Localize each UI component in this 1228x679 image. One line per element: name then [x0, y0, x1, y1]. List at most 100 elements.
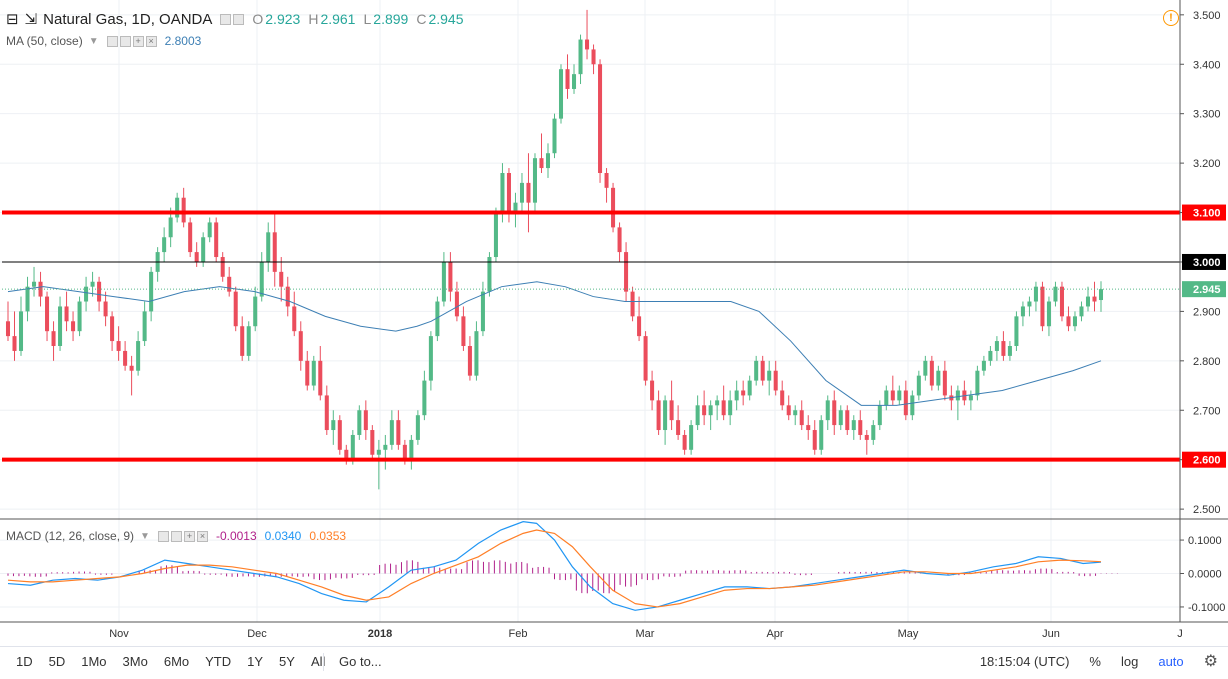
log-toggle[interactable]: log: [1120, 653, 1139, 669]
candle-body: [500, 173, 505, 213]
candle-body: [12, 336, 17, 351]
last-price-label: 2.945: [1193, 284, 1221, 296]
ma-eye-icon[interactable]: [106, 35, 118, 47]
candle: [90, 271, 95, 297]
candle: [45, 291, 50, 342]
candle-body: [1072, 316, 1077, 327]
eye-icon[interactable]: [233, 13, 245, 25]
candle-body: [897, 390, 902, 401]
settings-icon[interactable]: [220, 13, 232, 25]
macd-caret-icon[interactable]: ▼: [140, 530, 150, 542]
candle: [832, 390, 837, 435]
candle: [558, 64, 564, 124]
candle: [1053, 281, 1058, 307]
candle-body: [767, 370, 772, 381]
ma-close-icon[interactable]: ×: [145, 35, 157, 47]
candle-body: [1001, 341, 1006, 356]
symbol-title[interactable]: Natural Gas, 1D, OANDA: [43, 10, 213, 28]
ma-settings-icon[interactable]: [119, 35, 131, 47]
candle-body: [637, 316, 642, 337]
goto-button[interactable]: Go to...: [339, 653, 382, 669]
candle-body: [5, 321, 11, 337]
candle-body: [695, 405, 700, 426]
ma-tools[interactable]: + ×: [106, 35, 157, 47]
range-1y[interactable]: 1Y: [247, 653, 264, 669]
candle-body: [32, 281, 37, 287]
candle-body: [331, 420, 336, 431]
candle-body: [292, 306, 297, 332]
candle-body: [708, 405, 713, 416]
candle-body: [64, 306, 69, 322]
ma-caret-icon[interactable]: ▼: [88, 35, 99, 47]
candle-body: [97, 281, 102, 302]
candle-body: [259, 261, 264, 297]
candle: [786, 395, 791, 421]
clock-time[interactable]: 18:15:04 (UTC): [979, 653, 1070, 669]
candle-body: [285, 286, 290, 307]
alert-icon[interactable]: !: [1163, 10, 1179, 26]
candle: [1014, 311, 1019, 351]
candle-body: [585, 39, 590, 50]
candle: [845, 405, 850, 435]
gear-icon[interactable]: ⚙: [1203, 653, 1218, 670]
candle: [702, 390, 707, 426]
candle: [793, 405, 798, 426]
range-all[interactable]: All: [310, 653, 326, 669]
candle: [825, 395, 830, 431]
candle: [539, 133, 544, 173]
candle-body: [149, 271, 154, 312]
candle-body: [1007, 346, 1012, 356]
candle: [910, 390, 915, 421]
range-5d[interactable]: 5D: [48, 653, 66, 669]
candle: [858, 410, 863, 440]
candle: [383, 434, 388, 470]
candle: [292, 291, 297, 337]
candle: [565, 54, 570, 99]
candle-body: [702, 405, 707, 416]
candle-body: [916, 375, 921, 396]
auto-toggle[interactable]: auto: [1158, 653, 1184, 669]
candle-body: [279, 271, 284, 287]
ma-title[interactable]: MA (50, close): [6, 34, 83, 48]
macd-add-icon[interactable]: +: [183, 530, 195, 542]
candle-body: [58, 306, 63, 346]
symbol-search-icon[interactable]: ⇲: [24, 11, 38, 28]
ma-add-icon[interactable]: +: [132, 35, 144, 47]
candle: [409, 434, 414, 470]
candle-body: [71, 321, 76, 332]
candle: [864, 430, 869, 455]
candle-body: [305, 360, 310, 386]
macd-settings-icon[interactable]: [170, 530, 182, 542]
range-1d[interactable]: 1D: [16, 653, 33, 669]
range-6mo[interactable]: 6Mo: [163, 653, 190, 669]
candle-body: [110, 316, 115, 342]
collapse-icon[interactable]: ⊟: [6, 11, 19, 28]
time-label: Feb: [509, 628, 528, 640]
toolbar-divider: [323, 653, 324, 671]
candle-body: [1033, 286, 1038, 302]
candle: [5, 301, 11, 342]
macd-title[interactable]: MACD (12, 26, close, 9): [6, 529, 135, 543]
candle: [1046, 296, 1051, 337]
candle: [806, 415, 811, 440]
percent-toggle[interactable]: %: [1089, 653, 1101, 669]
candle-body: [871, 425, 876, 440]
range-ytd[interactable]: YTD: [205, 653, 232, 669]
range-5y[interactable]: 5Y: [279, 653, 295, 669]
macd-tools[interactable]: + ×: [157, 530, 208, 542]
macd-eye-icon[interactable]: [157, 530, 169, 542]
candle: [155, 247, 160, 282]
ma-legend: MA (50, close) ▼ + × 2.8003: [6, 31, 201, 51]
macd-close-icon[interactable]: ×: [196, 530, 208, 542]
candle-body: [578, 39, 583, 75]
macd-legend: MACD (12, 26, close, 9) ▼ + × -0.0013 0.…: [6, 526, 346, 546]
candle: [955, 385, 960, 421]
candle-body: [786, 405, 791, 416]
candle-body: [493, 212, 498, 258]
legend-tools[interactable]: [220, 13, 245, 25]
candle: [77, 296, 82, 337]
range-3mo[interactable]: 3Mo: [122, 653, 148, 669]
candle-body: [214, 222, 219, 258]
range-1mo[interactable]: 1Mo: [81, 653, 107, 669]
